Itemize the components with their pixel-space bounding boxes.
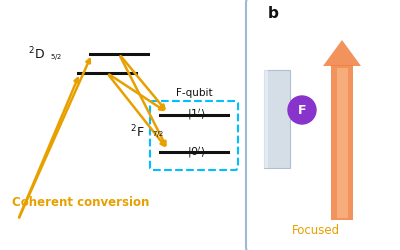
Polygon shape (331, 65, 353, 220)
Text: b: b (268, 6, 279, 22)
Text: F-qubit: F-qubit (176, 88, 212, 98)
Bar (264, 70, 268, 168)
Text: $_{7/2}$: $_{7/2}$ (152, 130, 164, 140)
Text: F: F (298, 104, 306, 117)
Text: $|0'\rangle$: $|0'\rangle$ (187, 144, 205, 160)
FancyBboxPatch shape (0, 0, 250, 250)
Text: $_{5/2}$: $_{5/2}$ (50, 52, 62, 64)
FancyBboxPatch shape (246, 0, 400, 250)
Text: Focused: Focused (292, 224, 340, 236)
Bar (264, 70, 290, 168)
Text: $^2$F: $^2$F (130, 124, 144, 140)
Text: $|1'\rangle$: $|1'\rangle$ (187, 108, 205, 122)
Polygon shape (336, 68, 348, 218)
Text: $^2$D: $^2$D (28, 46, 45, 62)
Circle shape (288, 96, 316, 124)
Polygon shape (323, 40, 361, 66)
Text: Coherent conversion: Coherent conversion (12, 196, 149, 208)
